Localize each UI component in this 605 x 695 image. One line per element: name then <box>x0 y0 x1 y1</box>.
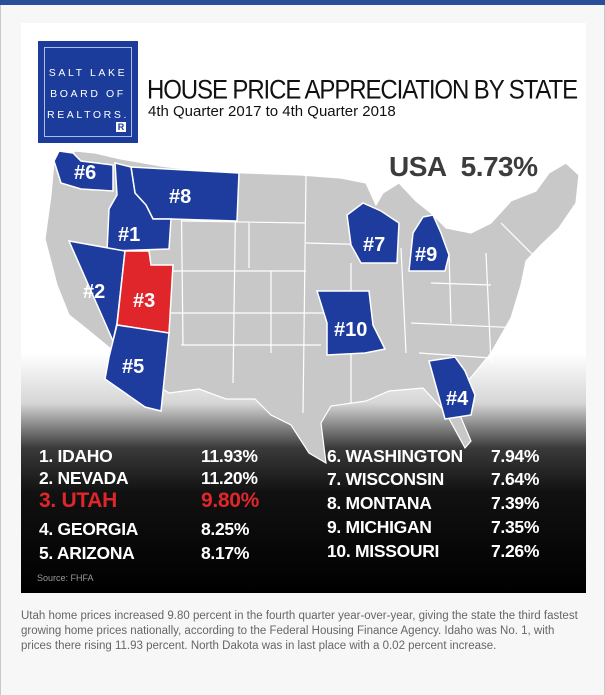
label-washington: #6 <box>74 162 96 184</box>
ranking-value: 9.80% <box>201 489 260 512</box>
source-credit: Source: FHFA <box>37 573 94 583</box>
state-missouri <box>315 290 387 356</box>
logo-line-2: BOARD OF <box>50 88 126 100</box>
label-montana: #8 <box>169 186 191 208</box>
ranking-state: 6. WASHINGTON <box>327 446 463 466</box>
label-idaho: #1 <box>118 224 140 246</box>
top-stripe <box>0 0 605 5</box>
state-idaho <box>106 162 172 252</box>
label-missouri: #10 <box>334 319 367 341</box>
ranking-value: 7.64% <box>491 469 540 489</box>
usa-value: 5.73% <box>460 151 538 182</box>
label-nevada: #2 <box>83 281 105 303</box>
ranking-value: 7.39% <box>491 493 540 513</box>
ranking-state: 2. NEVADA <box>39 468 129 488</box>
ranking-value: 8.17% <box>201 543 250 563</box>
label-arizona: #5 <box>122 356 144 378</box>
state-arizona <box>104 324 170 412</box>
article-caption: Utah home prices increased 9.80 percent … <box>21 610 578 652</box>
ranking-value: 7.26% <box>491 541 540 561</box>
ranking-state: 10. MISSOURI <box>327 541 440 561</box>
usa-label: USA <box>389 151 447 182</box>
state-georgia <box>428 356 476 420</box>
label-michigan: #9 <box>415 244 437 266</box>
realtor-mark-icon: R <box>116 122 126 132</box>
state-washington <box>53 150 114 192</box>
infographic: #6 #8 #1 #2 #3 #5 #7 #9 #10 #4 SALT LAKE… <box>21 23 586 593</box>
ranking-value: 11.93% <box>201 446 258 466</box>
article-card: #6 #8 #1 #2 #3 #5 #7 #9 #10 #4 SALT LAKE… <box>0 5 605 695</box>
state-wisconsin <box>346 202 400 264</box>
ranking-state: 1. IDAHO <box>39 446 113 466</box>
state-borders <box>166 172 542 414</box>
ranking-state: 5. ARIZONA <box>39 543 135 563</box>
label-utah: #3 <box>133 290 155 312</box>
ranking-state: 3. UTAH <box>39 489 118 512</box>
ranking-state: 7. WISCONSIN <box>327 469 444 489</box>
state-michigan <box>408 214 450 272</box>
ranking-value: 8.25% <box>201 519 250 539</box>
logo-line-3: REALTORS. <box>47 109 129 121</box>
usa-appreciation: USA 5.73% <box>389 151 538 183</box>
ranking-value: 7.94% <box>491 446 540 466</box>
ranking-state: 8. MONTANA <box>327 493 432 513</box>
us-map: #6 #8 #1 #2 #3 #5 #7 #9 #10 #4 <box>44 150 580 465</box>
ranking-value: 11.20% <box>201 468 258 488</box>
label-georgia: #4 <box>446 388 469 410</box>
logo-line-1: SALT LAKE <box>48 67 128 79</box>
salt-lake-board-of-realtors-logo: SALT LAKE BOARD OF REALTORS. R <box>38 41 138 143</box>
rank-labels: #6 #8 #1 #2 #3 #5 #7 #9 #10 #4 <box>74 162 469 410</box>
infographic-title: HOUSE PRICE APPRECIATION BY STATE <box>147 75 578 106</box>
ranking-state: 9. MICHIGAN <box>327 517 432 537</box>
infographic-subtitle: 4th Quarter 2017 to 4th Quarter 2018 <box>148 103 396 120</box>
ranking-state: 4. GEORGIA <box>39 519 139 539</box>
label-wisconsin: #7 <box>363 234 385 256</box>
ranking-value: 7.35% <box>491 517 540 537</box>
